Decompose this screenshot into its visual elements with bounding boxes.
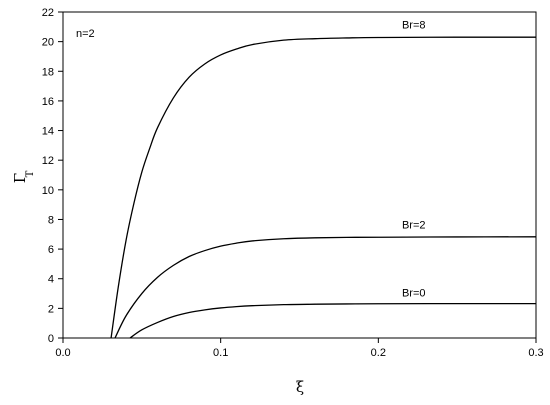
series-label-br-8: Br=8 [402, 19, 426, 31]
y-tick-label: 18 [42, 66, 54, 78]
x-tick-label: 0.2 [371, 347, 386, 359]
x-tick-label: 0.0 [55, 347, 70, 359]
y-tick-label: 22 [42, 7, 54, 19]
y-axis-title: Γ T [11, 170, 36, 183]
x-tick-label: 0.3 [528, 347, 543, 359]
y-tick-label: 4 [48, 274, 54, 286]
y-tick-label: 8 [48, 214, 54, 226]
series-line-br-0 [129, 302, 537, 339]
annotation-n: n=2 [76, 28, 95, 40]
y-tick-label: 20 [42, 37, 54, 49]
y-tick-label: 12 [42, 155, 54, 167]
y-axis-title-sub: T [25, 170, 36, 177]
series-label-br-2: Br=2 [402, 219, 426, 231]
y-tick-label: 14 [42, 126, 54, 138]
y-tick-label: 10 [42, 185, 54, 197]
y-axis-title-main: Γ [11, 173, 29, 183]
y-tick-label: 2 [48, 303, 54, 315]
series-line-br-2 [114, 236, 537, 339]
y-tick-label: 16 [42, 96, 54, 108]
series-line-br-8 [110, 36, 537, 339]
y-tick-label: 6 [48, 244, 54, 256]
x-axis-title: ξ [296, 378, 304, 396]
series-label-br-0: Br=0 [402, 288, 426, 300]
y-tick-label: 0 [48, 333, 54, 345]
x-tick-label: 0.1 [213, 347, 228, 359]
plot-frame [62, 11, 537, 339]
